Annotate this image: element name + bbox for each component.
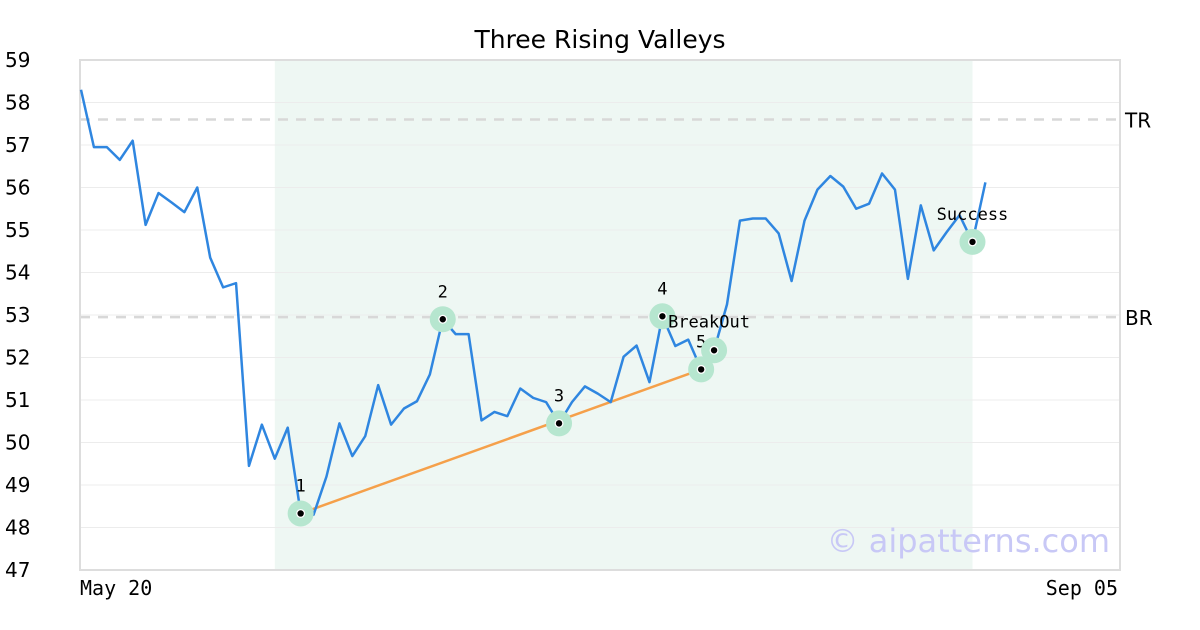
y-tick-label-47: 47 bbox=[5, 558, 30, 582]
marker-dot-5 bbox=[697, 366, 705, 373]
y-tick-label-59: 59 bbox=[5, 48, 30, 72]
marker-dot-3 bbox=[555, 420, 563, 427]
y-tick-label-50: 50 bbox=[5, 431, 30, 455]
y-tick-label-48: 48 bbox=[5, 516, 30, 540]
marker-dot-4 bbox=[659, 313, 666, 320]
marker-dot-2 bbox=[439, 316, 446, 323]
marker-label-4: 4 bbox=[657, 279, 667, 299]
price-series-layer bbox=[79, 89, 987, 516]
y-tick-label-53: 53 bbox=[5, 303, 30, 327]
y-tick-label-58: 58 bbox=[5, 91, 30, 115]
marker-label-5: 5 bbox=[696, 332, 706, 352]
marker-label-breakout: BreakOut bbox=[668, 312, 750, 332]
y-tick-label-52: 52 bbox=[5, 346, 30, 370]
trend-line-layer bbox=[300, 368, 702, 515]
marker-dot-success bbox=[969, 238, 976, 246]
y-tick-label-51: 51 bbox=[5, 388, 30, 412]
y-tick-label-57: 57 bbox=[5, 133, 30, 157]
marker-dot-breakout bbox=[710, 347, 718, 354]
marker-dot-1 bbox=[297, 510, 304, 517]
level-label-br: BR bbox=[1125, 306, 1153, 330]
chart-title: Three Rising Valleys bbox=[473, 25, 725, 54]
y-tick-label-56: 56 bbox=[5, 176, 30, 200]
x-tick-label-0: May 20 bbox=[80, 576, 152, 600]
marker-label-2: 2 bbox=[438, 282, 448, 302]
y-tick-labels: 47 48 49 50 51 52 53 54 55 56 57 58 59 bbox=[5, 48, 30, 582]
x-tick-label-1: Sep 05 bbox=[1046, 576, 1118, 600]
level-label-tr: TR bbox=[1124, 109, 1151, 133]
level-lines-layer: TR BR bbox=[80, 109, 1153, 330]
marker-label-3: 3 bbox=[554, 386, 564, 406]
y-tick-label-54: 54 bbox=[5, 261, 30, 285]
marker-label-1: 1 bbox=[296, 476, 306, 496]
y-tick-label-55: 55 bbox=[5, 218, 30, 242]
x-tick-labels: May 20 Sep 05 bbox=[80, 576, 1118, 600]
plot-frame bbox=[79, 59, 1121, 571]
watermark: © aipatterns.com bbox=[827, 522, 1110, 560]
marker-label-success: Success bbox=[937, 205, 1009, 225]
price-series-line-0 bbox=[79, 89, 987, 516]
y-tick-label-49: 49 bbox=[5, 473, 30, 497]
trend-line bbox=[300, 368, 702, 515]
